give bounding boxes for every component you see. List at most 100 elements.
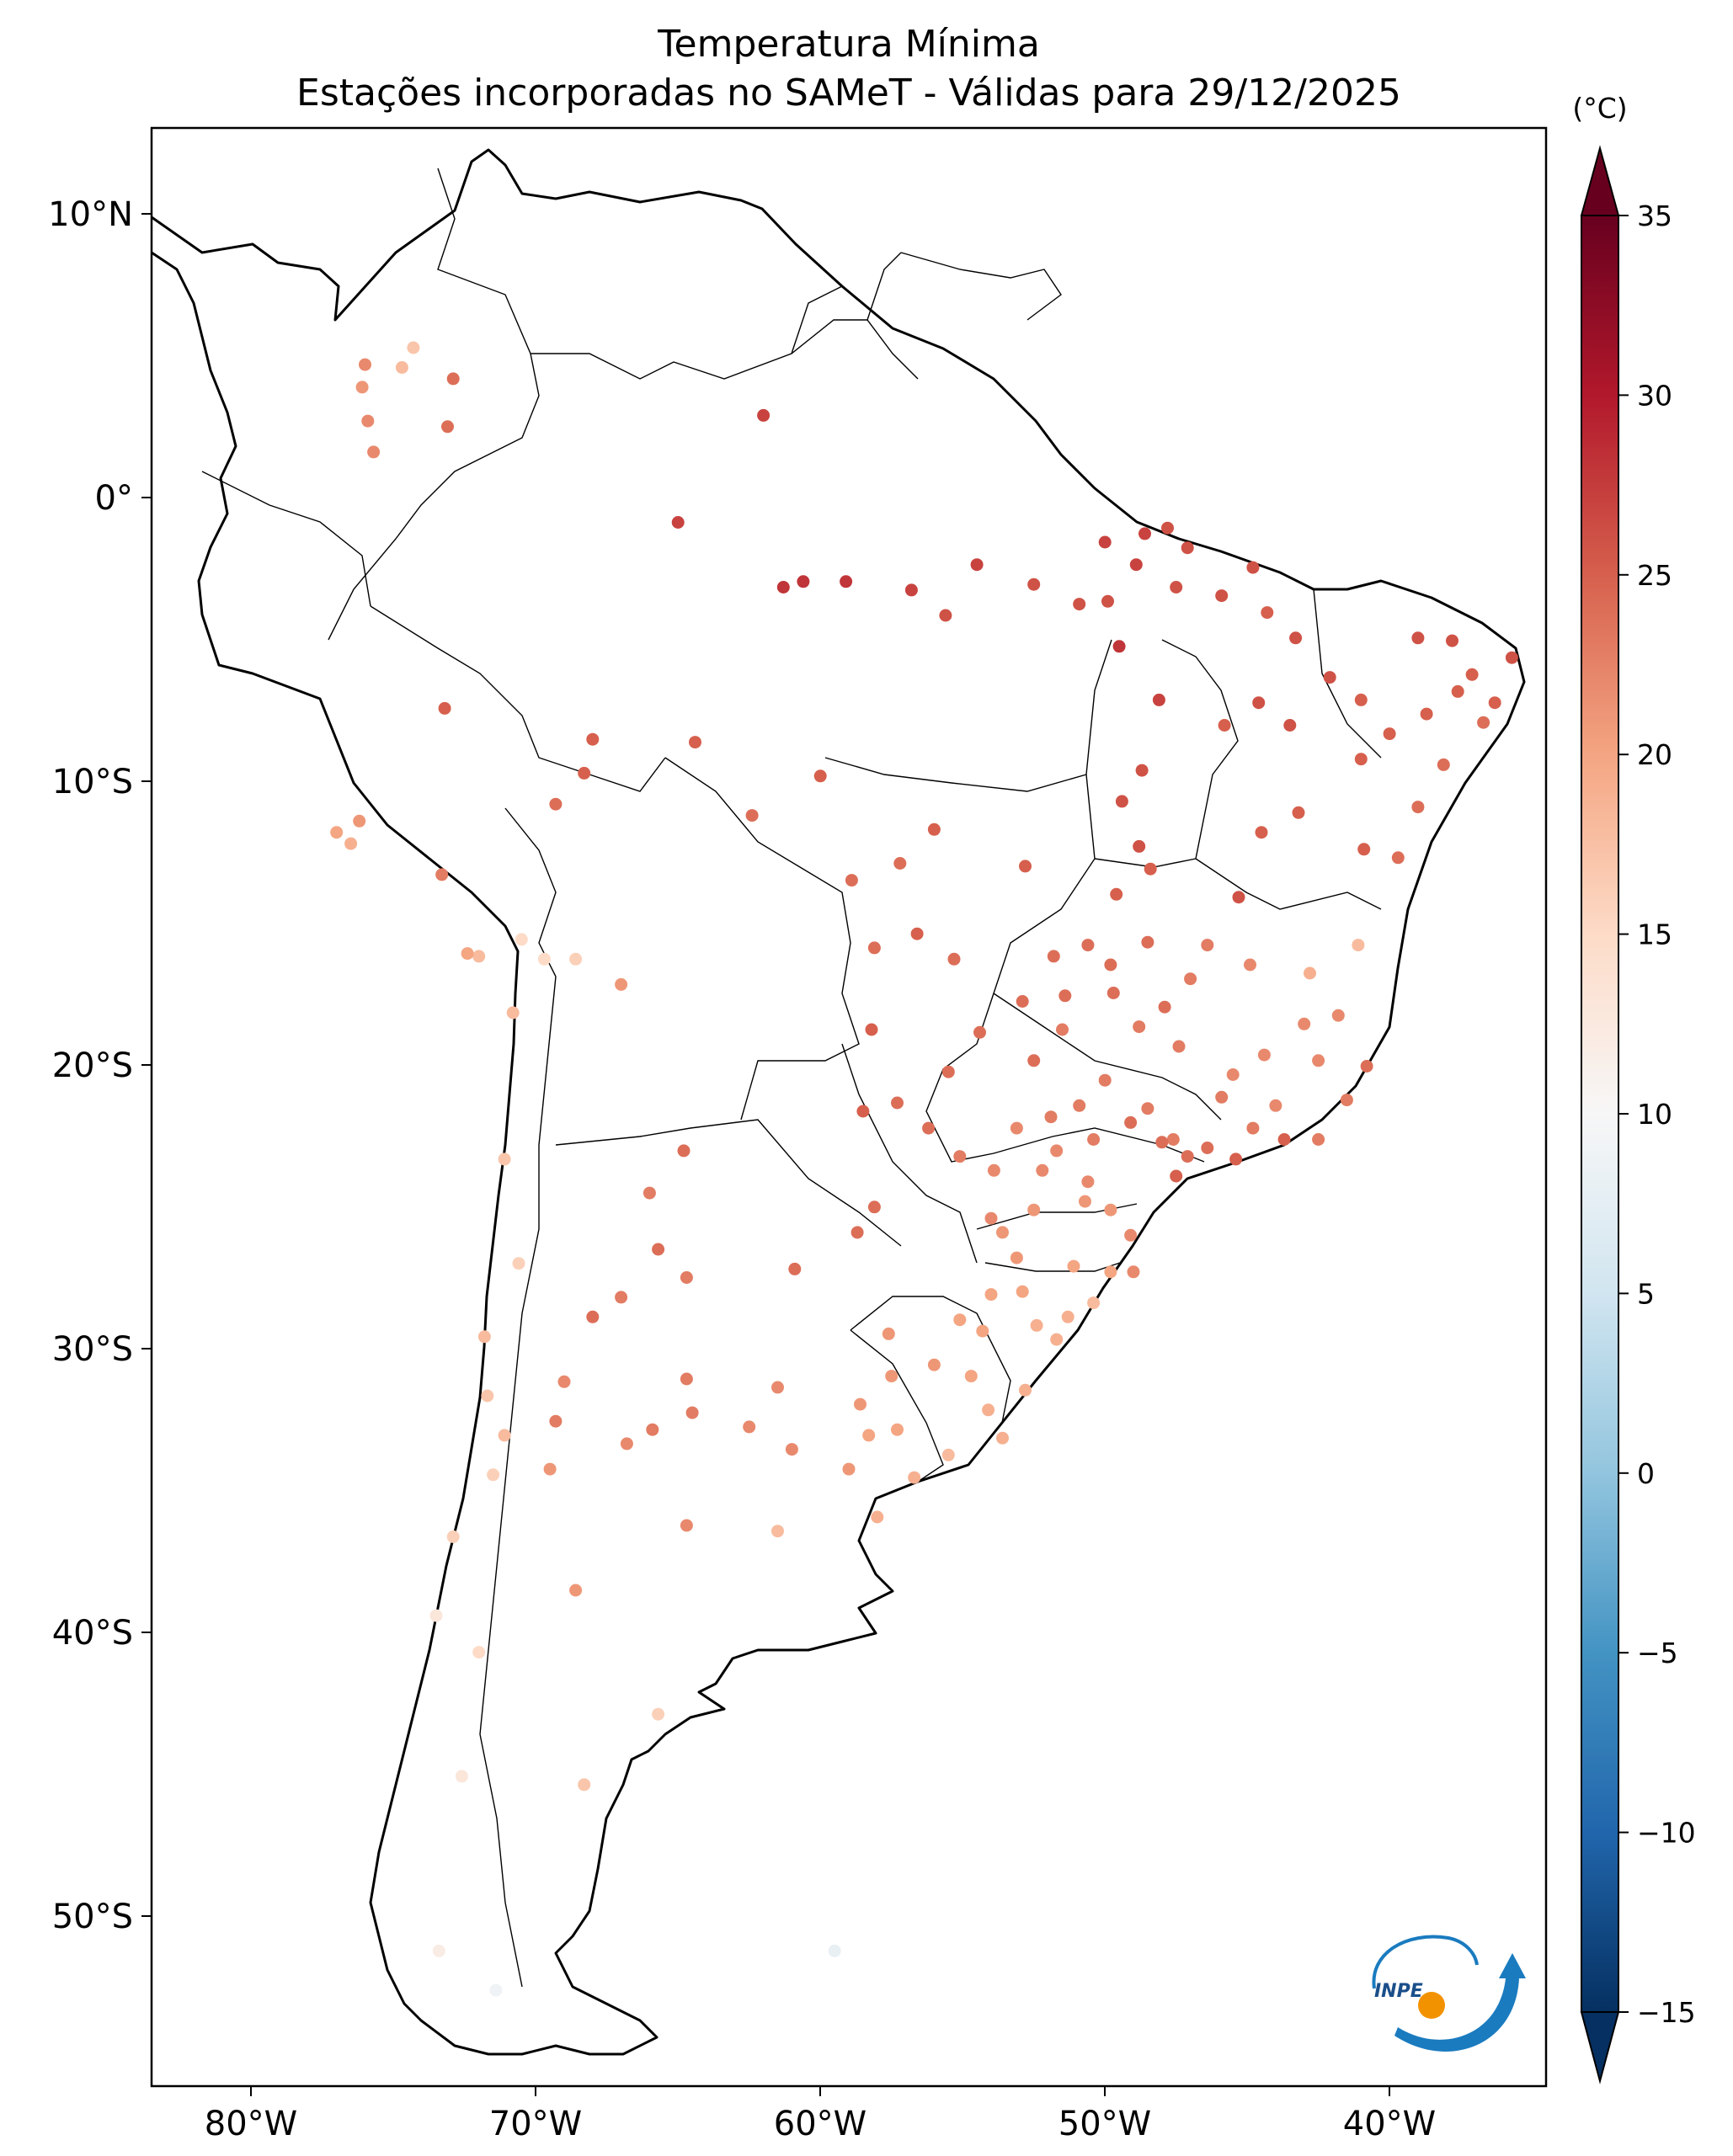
station-marker (487, 1468, 500, 1482)
station-marker (455, 1770, 468, 1783)
border-brazil-uruguay (850, 1296, 1011, 1424)
coastline-mainland (151, 148, 1526, 2056)
station-marker (953, 1313, 967, 1327)
border-peru-brazil (370, 605, 666, 792)
station-marker (1010, 1121, 1023, 1135)
station-marker (1172, 1040, 1186, 1053)
station-marker (1181, 1150, 1194, 1163)
colorbar-tick-label: 30 (1637, 379, 1672, 412)
station-marker (1050, 1144, 1064, 1158)
station-marker (1331, 1009, 1345, 1022)
station-marker (1354, 693, 1368, 706)
station-marker (1104, 958, 1117, 972)
station-marker (1058, 989, 1072, 1003)
map-frame (152, 128, 1546, 2086)
station-marker (549, 797, 563, 811)
station-marker (1323, 671, 1336, 684)
station-marker (652, 1707, 665, 1721)
colorbar-tick-label: 15 (1637, 918, 1672, 951)
border-argentina-paraguay (555, 1119, 902, 1247)
station-marker (893, 857, 907, 870)
station-marker (1354, 753, 1368, 766)
station-marker (685, 1406, 699, 1419)
station-marker (845, 874, 858, 887)
station-marker (1027, 578, 1041, 591)
station-marker (1138, 527, 1151, 540)
station-marker (680, 1372, 693, 1386)
station-marker (1144, 862, 1157, 876)
station-marker (615, 977, 628, 991)
station-marker (446, 1530, 460, 1543)
station-marker (1181, 541, 1194, 555)
lat-label-40s: 40°S (52, 1614, 133, 1653)
station-marker (1152, 693, 1165, 706)
station-marker (1106, 987, 1120, 999)
station-marker (1027, 1203, 1041, 1216)
station-marker (854, 1397, 866, 1411)
station-marker (477, 1330, 491, 1344)
station-marker (461, 947, 474, 961)
lat-label-10n: 10°N (48, 195, 133, 234)
station-marker (941, 1065, 955, 1078)
station-marker (1010, 1251, 1023, 1264)
station-marker (1027, 1054, 1041, 1067)
station-marker (472, 950, 486, 963)
station-marker (1304, 966, 1316, 980)
station-marker (1073, 1099, 1086, 1112)
station-marker (982, 1403, 995, 1417)
station-marker (813, 769, 827, 783)
station-marker (785, 1443, 798, 1456)
station-marker (1391, 851, 1405, 865)
station-marker (1420, 707, 1433, 721)
map-title-line1: Temperatura Mínima (658, 23, 1040, 66)
station-marker (355, 381, 369, 394)
station-marker (1488, 696, 1501, 710)
station-marker (1201, 1142, 1214, 1154)
station-marker (891, 1096, 904, 1110)
station-marker (1269, 1099, 1282, 1112)
station-marker (891, 1423, 904, 1436)
lat-label-50s: 50°S (52, 1898, 133, 1936)
station-marker (620, 1437, 633, 1451)
station-marker (1229, 1153, 1243, 1166)
station-marker (1101, 594, 1114, 608)
station-marker (922, 1121, 936, 1135)
colorbar-tick-label: 10 (1637, 1098, 1672, 1131)
station-marker (407, 341, 420, 354)
station-marker (840, 575, 853, 588)
station-marker (984, 1288, 998, 1302)
border-chile-argentina (479, 976, 557, 1988)
station-marker (1246, 561, 1260, 574)
border-argentina-uruguay (850, 1329, 944, 1483)
colorbar-tick-label: 20 (1637, 738, 1672, 771)
station-marker (344, 837, 358, 850)
station-marker (1352, 939, 1365, 952)
station-marker (910, 927, 924, 940)
colorbar-tick-label: −10 (1637, 1817, 1696, 1850)
station-marker (1019, 860, 1032, 873)
station-marker (395, 361, 408, 374)
station-marker (435, 868, 449, 881)
station-marker (1312, 1054, 1325, 1067)
station-marker (964, 1370, 978, 1383)
station-marker (927, 822, 941, 836)
station-marker (1201, 939, 1214, 952)
station-marker (1047, 950, 1060, 963)
station-marker (549, 1414, 563, 1428)
station-marker (1411, 801, 1425, 814)
border-brazil-north (900, 252, 1062, 321)
border-colombia-ecuador (201, 471, 371, 607)
station-marker (1115, 795, 1128, 808)
map-axes-box (150, 126, 1548, 2088)
station-marker (432, 1944, 445, 1957)
station-marker (498, 1429, 511, 1442)
station-marker (1050, 1333, 1064, 1346)
coastline (151, 148, 1526, 2056)
station-marker (1298, 1017, 1311, 1030)
logo-sun-icon (1418, 1992, 1445, 2019)
station-marker (984, 1211, 998, 1225)
station-marker (1155, 1136, 1169, 1149)
station-marker (1411, 631, 1425, 645)
colorbar-bottom-extend (1580, 2011, 1620, 2084)
station-marker (1110, 887, 1123, 901)
